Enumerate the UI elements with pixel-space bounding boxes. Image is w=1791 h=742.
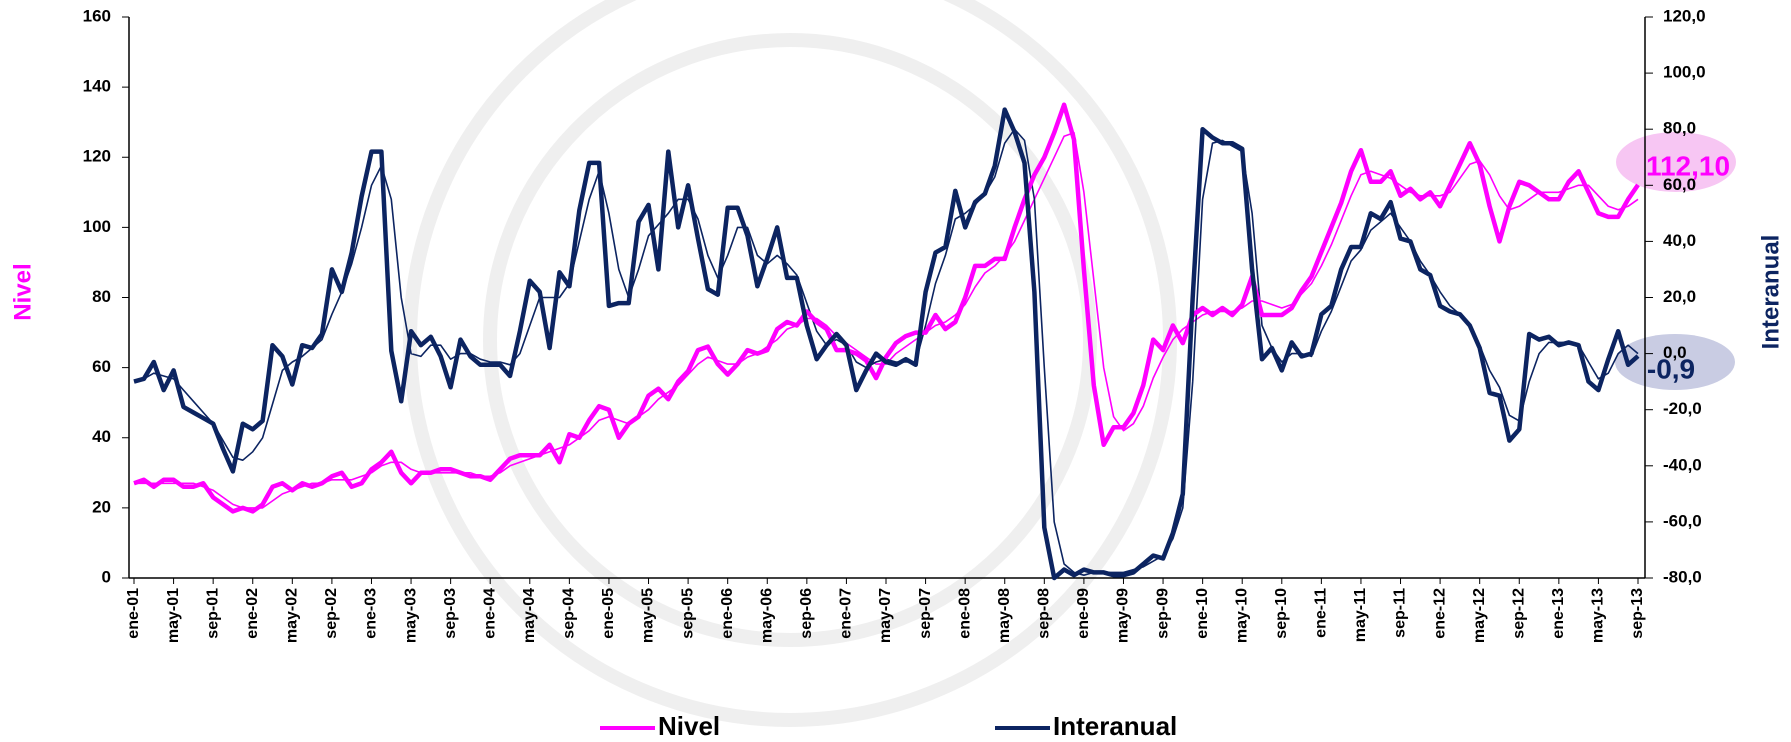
x-tick-label: ene-13 xyxy=(1550,588,1567,639)
y2-tick-label: -20,0 xyxy=(1663,399,1702,418)
x-tick-label: may-08 xyxy=(996,588,1013,643)
y-tick-label: 60 xyxy=(92,357,111,376)
x-tick-label: may-05 xyxy=(640,588,657,643)
x-tick-label: may-09 xyxy=(1115,588,1132,643)
y2-tick-label: 120,0 xyxy=(1663,6,1706,25)
x-tick-label: ene-03 xyxy=(363,588,380,639)
y-tick-label: 100 xyxy=(83,217,111,236)
x-tick-label: sep-01 xyxy=(204,588,221,639)
x-tick-label: ene-05 xyxy=(600,588,617,639)
y-tick-label: 80 xyxy=(92,287,111,306)
x-tick-label: may-13 xyxy=(1590,588,1607,643)
y2-tick-label: 20,0 xyxy=(1663,287,1696,306)
legend-label: Nivel xyxy=(658,711,720,741)
y2-tick-label: 60,0 xyxy=(1663,175,1696,194)
x-tick-label: sep-08 xyxy=(1036,588,1053,639)
x-tick-label: ene-06 xyxy=(719,588,736,639)
x-tick-label: ene-07 xyxy=(838,588,855,639)
x-tick-label: ene-04 xyxy=(481,588,498,639)
x-tick-label: may-06 xyxy=(758,588,775,643)
y2-tick-label: 40,0 xyxy=(1663,231,1696,250)
x-tick-label: may-02 xyxy=(284,588,301,643)
y-tick-label: 140 xyxy=(83,77,111,96)
x-tick-label: may-03 xyxy=(402,588,419,643)
x-tick-label: sep-10 xyxy=(1273,588,1290,639)
y2-tick-label: -80,0 xyxy=(1663,567,1702,586)
x-tick-label: sep-11 xyxy=(1392,588,1409,638)
x-tick-label: sep-13 xyxy=(1629,588,1646,639)
x-tick-label: may-01 xyxy=(165,588,182,643)
x-tick-label: ene-08 xyxy=(956,588,973,639)
y-tick-label: 20 xyxy=(92,497,111,516)
x-tick-label: sep-12 xyxy=(1510,588,1527,639)
y2-tick-label: -60,0 xyxy=(1663,511,1702,530)
y-axis-label: Nivel xyxy=(9,263,36,320)
x-tick-label: sep-03 xyxy=(442,588,459,639)
x-tick-label: ene-10 xyxy=(1194,588,1211,639)
x-tick-label: may-11 xyxy=(1352,588,1369,642)
y-tick-label: 0 xyxy=(102,567,111,586)
x-tick-label: sep-02 xyxy=(323,588,340,639)
x-tick-label: sep-09 xyxy=(1154,588,1171,639)
annotation-bubble xyxy=(1616,132,1736,192)
annotation: -0,9 xyxy=(1647,353,1695,384)
x-tick-label: may-07 xyxy=(877,588,894,643)
x-tick-label: sep-04 xyxy=(561,588,578,639)
y2-tick-label: 100,0 xyxy=(1663,63,1706,82)
x-tick-label: ene-09 xyxy=(1075,588,1092,639)
series-line xyxy=(133,107,1640,581)
y2-axis-label: Interanual xyxy=(1757,235,1784,350)
series-line xyxy=(133,102,1640,514)
annotation: 112,10 xyxy=(1646,150,1730,181)
x-tick-label: ene-02 xyxy=(244,588,261,639)
x-tick-label: ene-11 xyxy=(1313,588,1330,638)
y-tick-label: 160 xyxy=(83,6,111,25)
y-tick-label: 40 xyxy=(92,427,111,446)
y2-tick-label: 80,0 xyxy=(1663,119,1696,138)
x-tick-label: sep-05 xyxy=(679,588,696,639)
legend-label: Interanual xyxy=(1053,711,1177,741)
x-tick-label: may-12 xyxy=(1471,588,1488,643)
x-tick-label: may-04 xyxy=(521,588,538,643)
x-tick-label: sep-07 xyxy=(917,588,934,639)
y2-tick-label: -40,0 xyxy=(1663,455,1702,474)
x-tick-label: sep-06 xyxy=(798,588,815,639)
y-tick-label: 120 xyxy=(83,147,111,166)
y2-tick-label: 0,0 xyxy=(1663,343,1687,362)
x-tick-label: ene-12 xyxy=(1431,588,1448,639)
x-tick-label: may-10 xyxy=(1233,588,1250,643)
x-tick-label: ene-01 xyxy=(125,588,142,639)
